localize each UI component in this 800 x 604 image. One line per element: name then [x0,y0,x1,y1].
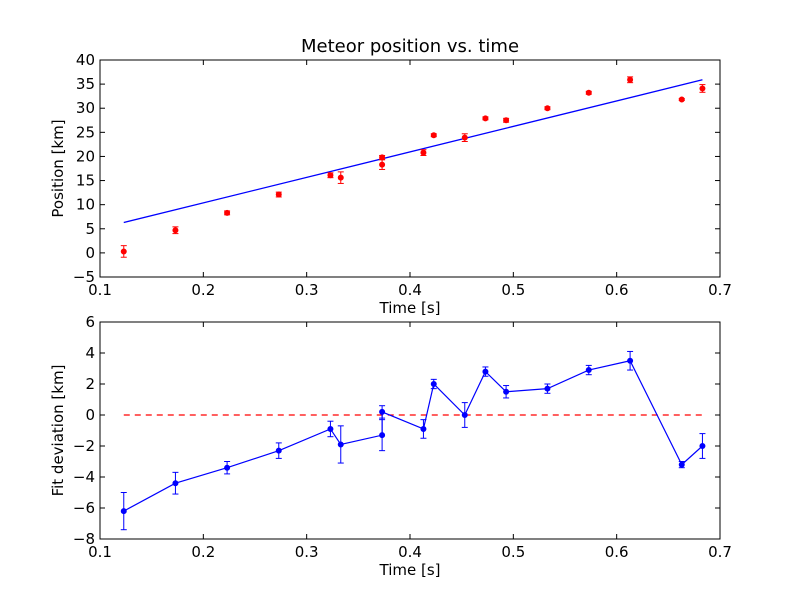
deviation-chart-ytick-label: 0 [85,406,95,424]
deviation-chart-ytick-label: 6 [85,313,95,331]
position-chart-ytick-label: 40 [76,51,95,69]
position-chart-ytick-label: 0 [85,244,95,262]
position-chart-data-point [482,115,489,122]
position-chart-data-point [678,96,685,103]
position-chart-xtick-label: 0.7 [708,281,732,299]
deviation-chart-xtick-label: 0.3 [295,543,319,561]
position-chart-ylabel: Position [km] [49,119,67,217]
position-chart-ytick-label: 20 [76,147,95,165]
deviation-chart-data-point [379,432,386,439]
position-chart-ytick-label: 35 [76,75,95,93]
position-chart-data-point [337,174,344,181]
deviation-chart-data-point [627,357,634,364]
position-chart-xtick-label: 0.1 [88,281,112,299]
deviation-chart-ylabel: Fit deviation [km] [49,365,67,497]
deviation-chart-data-point [420,425,427,432]
position-chart-data-point [172,227,179,234]
position-chart-ytick-label: 25 [76,123,95,141]
deviation-chart-ytick-label: −6 [73,499,95,517]
deviation-chart-data-point [224,464,231,471]
deviation-chart-data-point [120,508,127,515]
deviation-chart-xtick-label: 0.7 [708,543,732,561]
position-chart-data-point [420,149,427,156]
position-chart-axes-frame [99,59,721,278]
deviation-chart-xtick-label: 0.4 [398,543,422,561]
position-chart-data-point [627,76,634,83]
position-chart-data-point [699,85,706,92]
deviation-chart-ytick-label: 2 [85,375,95,393]
deviation-chart-axes-frame [99,321,721,540]
deviation-chart-data-point [430,381,437,387]
deviation-chart-deviation-line [123,360,703,512]
position-chart-data-point [585,89,592,96]
deviation-chart-data-point [503,388,510,395]
position-chart-ytick-label: 10 [76,196,95,214]
position-chart-fit-line [123,79,703,224]
position-chart-data-point [120,248,127,255]
position-chart-ytick-label: 5 [85,220,95,238]
position-chart-data-point [379,161,386,168]
deviation-chart-xtick-label: 0.1 [88,543,112,561]
position-chart-xtick-label: 0.3 [295,281,319,299]
position-chart-data-point [503,117,510,124]
deviation-chart-data-point [544,385,551,392]
deviation-chart-ytick-label: −8 [73,530,95,548]
deviation-chart-ytick-label: −4 [73,468,95,486]
position-chart-data-point [379,154,386,161]
position-chart-title: Meteor position vs. time [301,36,519,57]
position-chart-data-point [461,134,468,141]
deviation-chart-data-point [461,412,468,418]
deviation-chart-ytick-label: 4 [85,344,95,362]
position-chart-ytick-label: 30 [76,99,95,117]
position-chart-data-point [430,132,437,139]
deviation-chart-data-point [379,408,386,415]
position-chart-data-point [327,172,334,179]
deviation-chart-xtick-label: 0.5 [501,543,525,561]
position-chart-xtick-label: 0.6 [605,281,629,299]
deviation-chart-ytick-label: −2 [73,437,95,455]
position-chart-xtick-label: 0.5 [501,281,525,299]
deviation-chart-data-point [275,447,282,454]
deviation-chart-xlabel: Time [s] [379,561,441,579]
deviation-chart-data-point [337,441,344,448]
deviation-chart-data-point [482,368,489,375]
position-chart-ytick-label: 15 [76,172,95,190]
position-chart-ytick-label: −5 [73,268,95,286]
deviation-chart-data-point [172,480,179,487]
position-chart-xtick-label: 0.2 [191,281,215,299]
position-chart-data-point [275,191,282,198]
position-chart-data-point [544,105,551,112]
deviation-chart-xtick-label: 0.2 [191,543,215,561]
position-chart-xtick-label: 0.4 [398,281,422,299]
deviation-chart-xtick-label: 0.6 [605,543,629,561]
deviation-chart-data-point [678,461,685,468]
position-chart-xlabel: Time [s] [379,299,441,317]
deviation-chart-data-point [699,443,706,449]
deviation-chart-data-point [327,425,334,432]
position-chart-data-point [224,209,231,216]
deviation-chart-data-point [585,367,592,374]
